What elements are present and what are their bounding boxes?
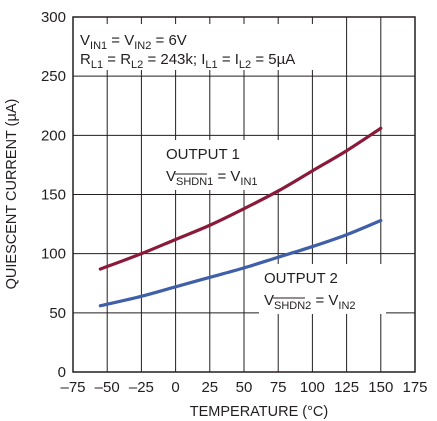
series-line-output-2 [98, 218, 383, 308]
y-tick-label: 150 [41, 187, 66, 204]
y-axis-title: QUIESCENT CURRENT (µA) [4, 99, 20, 290]
conditions-line-2: RL1 = RL2 = 243k; IL1 = IL2 = 5µA [80, 51, 295, 71]
output2-label-background [259, 264, 386, 314]
x-tick-label: –50 [95, 379, 120, 396]
series-line-output-1 [98, 126, 383, 271]
y-tick-label: 50 [49, 305, 66, 322]
conditions-line-1: VIN1 = VIN2 = 6V [80, 32, 187, 52]
plot-frame [72, 16, 416, 373]
output1-label-background [160, 140, 287, 190]
output1-condition: VSHDN1 = VIN1 [166, 168, 258, 188]
y-tick-label: 100 [41, 246, 66, 263]
x-tick-label: 75 [270, 379, 287, 396]
x-axis-title: TEMPERATURE (°C) [190, 404, 328, 420]
series-group [98, 126, 383, 308]
x-tick-label: 50 [236, 379, 253, 396]
y-tick-label: 300 [41, 9, 66, 26]
x-tick-label: –25 [129, 379, 154, 396]
output1-title: OUTPUT 1 [166, 146, 240, 163]
y-tick-label: 0 [58, 364, 66, 381]
output2-title: OUTPUT 2 [264, 270, 338, 287]
conditions-background [77, 24, 339, 70]
x-tick-label: 100 [300, 379, 325, 396]
x-tick-label: 125 [334, 379, 359, 396]
x-tick-label: –75 [60, 379, 85, 396]
y-tick-label: 200 [41, 127, 66, 144]
y-tick-labels: 0 50 100 150 200 250 300 [41, 9, 66, 381]
x-tick-label: 25 [201, 379, 218, 396]
x-tick-label: 175 [402, 379, 427, 396]
x-tick-label: 0 [171, 379, 179, 396]
output2-condition: VSHDN2 = VIN2 [264, 292, 356, 312]
y-tick-label: 250 [41, 68, 66, 85]
x-tick-label: 150 [368, 379, 393, 396]
x-tick-labels: –75 –50 –25 0 25 50 75 100 125 150 175 [60, 379, 427, 396]
